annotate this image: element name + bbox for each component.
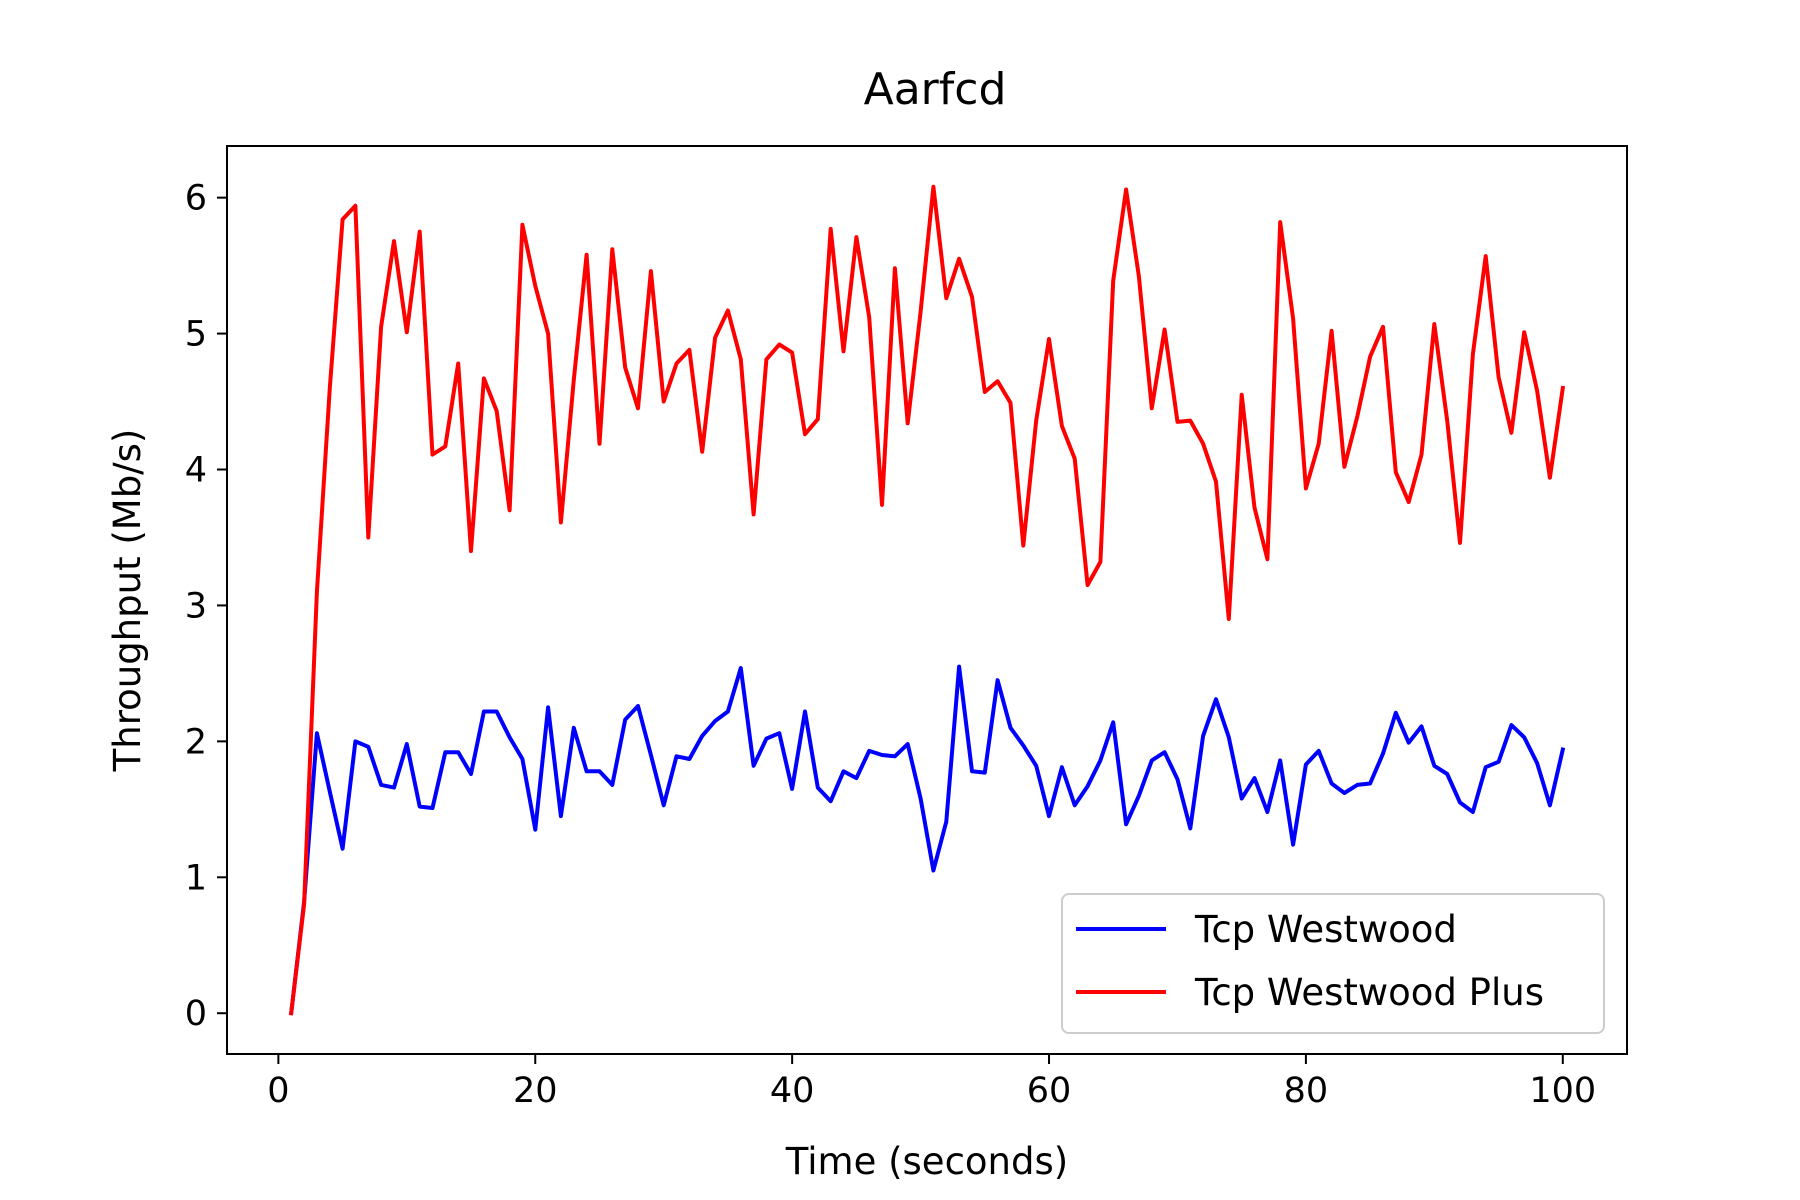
y-axis: 0 1 2 3 4 5 6 [185,179,227,1034]
y-tick-label: 0 [185,994,207,1034]
x-tick-label: 60 [1027,1071,1072,1111]
x-tick-label: 100 [1529,1071,1596,1111]
y-axis-label: Throughput (Mb/s) [106,429,149,773]
y-tick-label: 5 [185,315,207,355]
series-line-tcp-westwood [288,664,1566,1016]
x-tick-label: 0 [267,1071,289,1111]
plot-frame [226,145,1628,1055]
y-tick-label: 4 [185,451,207,491]
x-tick-label: 20 [513,1071,558,1111]
y-tick-label: 6 [185,179,207,219]
x-axis-label: Time (seconds) [785,1140,1068,1183]
series-lines [288,184,1566,1016]
legend: Tcp Westwood Tcp Westwood Plus [1061,893,1605,1034]
plot-area [226,145,1628,1055]
y-tick-label: 3 [185,586,207,626]
x-axis: 0 20 40 60 80 100 [267,1054,1596,1111]
series-line-tcp-westwood-plus [288,184,1566,1016]
legend-label-tcp-westwood-plus: Tcp Westwood Plus [1194,971,1544,1014]
x-tick-label: 80 [1284,1071,1329,1111]
chart-title: Aarfcd [864,64,1007,115]
y-tick-label: 1 [185,858,207,898]
legend-label-tcp-westwood: Tcp Westwood [1194,908,1457,951]
legend-box [1061,893,1605,1034]
x-tick-label: 40 [770,1071,815,1111]
y-tick-label: 2 [185,722,207,762]
